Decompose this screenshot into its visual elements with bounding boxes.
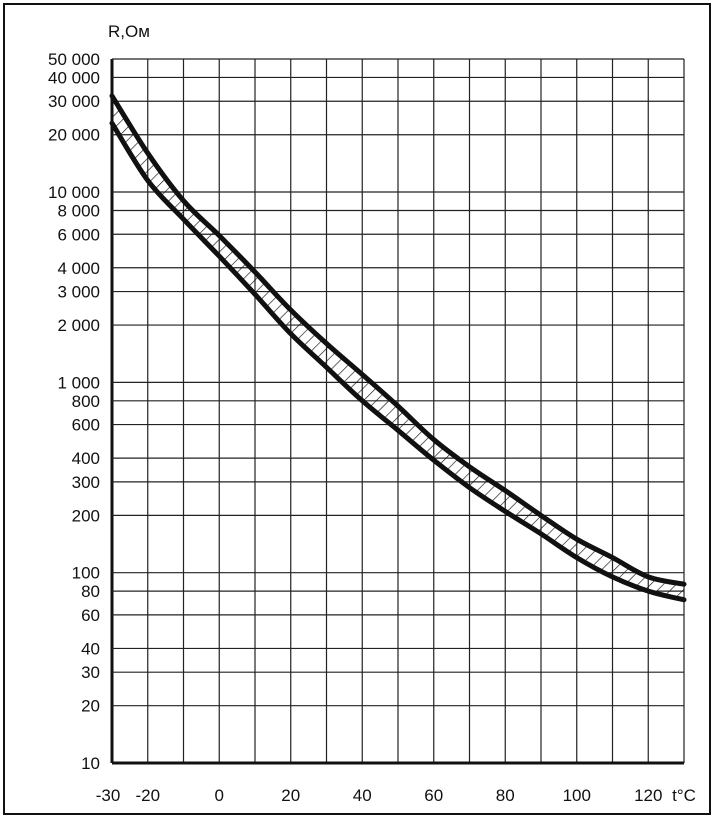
x-tick-label: -20 <box>135 786 160 805</box>
x-tick-label: 80 <box>496 786 515 805</box>
y-tick-label: 400 <box>72 449 100 468</box>
y-tick-label: 2 000 <box>57 316 100 335</box>
y-tick-label: 10 000 <box>48 183 100 202</box>
y-tick-label: 300 <box>72 473 100 492</box>
y-tick-label: 1 000 <box>57 373 100 392</box>
x-tick-label: 40 <box>353 786 372 805</box>
y-tick-label: 4 000 <box>57 259 100 278</box>
tolerance-band <box>109 93 687 603</box>
x-tick-label: 20 <box>281 786 300 805</box>
y-tick-label: 200 <box>72 506 100 525</box>
y-tick-label: 20 000 <box>48 126 100 145</box>
x-tick-label: 0 <box>215 786 224 805</box>
y-tick-label: 30 <box>81 663 100 682</box>
y-tick-label: 20 <box>81 697 100 716</box>
grid <box>110 58 685 765</box>
y-tick-label: 8 000 <box>57 201 100 220</box>
y-tick-label: 6 000 <box>57 225 100 244</box>
y-tick-label: 50 000 <box>48 50 100 69</box>
y-tick-label: 10 <box>81 754 100 773</box>
y-tick-label: 800 <box>72 392 100 411</box>
upper-limit-line <box>109 93 687 587</box>
y-axis-title: R,Ом <box>108 22 150 41</box>
y-tick-label: 100 <box>72 564 100 583</box>
x-tick-label: -30 <box>96 786 121 805</box>
y-tick-label: 3 000 <box>57 283 100 302</box>
x-tick-label: 120 <box>634 786 662 805</box>
y-tick-label: 40 <box>81 639 100 658</box>
x-tick-label: 60 <box>424 786 443 805</box>
lower-limit-line <box>109 120 687 603</box>
y-tick-label: 40 000 <box>48 68 100 87</box>
x-tick-label: 100 <box>563 786 591 805</box>
y-tick-label: 600 <box>72 416 100 435</box>
y-tick-label: 60 <box>81 606 100 625</box>
y-tick-label: 80 <box>81 582 100 601</box>
y-tick-label: 30 000 <box>48 92 100 111</box>
x-axis-title: t°C <box>672 786 696 805</box>
